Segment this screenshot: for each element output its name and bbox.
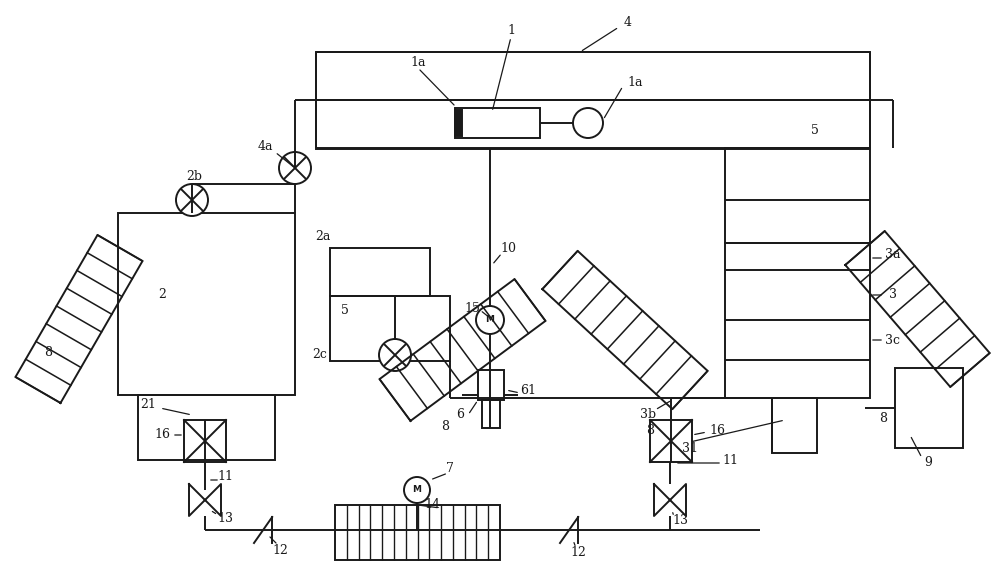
Text: 5: 5: [341, 304, 349, 317]
Text: 2: 2: [158, 289, 166, 301]
Text: 6: 6: [456, 409, 464, 422]
Text: 16: 16: [154, 429, 170, 441]
Text: 2b: 2b: [186, 170, 202, 182]
Text: 14: 14: [424, 498, 440, 511]
Text: 1a: 1a: [410, 55, 426, 68]
Text: 12: 12: [570, 546, 586, 560]
Text: 7: 7: [446, 462, 454, 475]
Text: 13: 13: [217, 511, 233, 525]
Text: 31: 31: [682, 441, 698, 455]
Text: 11: 11: [217, 470, 233, 483]
Bar: [118, 213, 295, 395]
Bar: [330, 296, 450, 361]
Text: 5: 5: [811, 124, 819, 136]
Text: 3a: 3a: [885, 248, 901, 262]
Bar: [650, 420, 692, 462]
Text: M: M: [413, 486, 422, 494]
Text: M: M: [486, 315, 494, 325]
Text: 61: 61: [520, 384, 536, 396]
Text: 3: 3: [889, 289, 897, 301]
Circle shape: [404, 477, 430, 503]
Bar: [330, 248, 430, 296]
Text: 4a: 4a: [257, 141, 273, 153]
Text: 2a: 2a: [315, 230, 331, 244]
Text: 12: 12: [272, 543, 288, 557]
Bar: [482, 400, 500, 428]
Text: 8: 8: [44, 346, 52, 359]
Bar: [335, 505, 500, 560]
Text: 3c: 3c: [886, 333, 900, 346]
Text: 13: 13: [672, 514, 688, 526]
Circle shape: [176, 184, 208, 216]
Bar: [895, 368, 963, 448]
Bar: [725, 243, 870, 398]
Text: 3b: 3b: [640, 409, 656, 422]
Bar: [184, 420, 226, 462]
Circle shape: [279, 152, 311, 184]
Circle shape: [476, 306, 504, 334]
Text: 10: 10: [500, 241, 516, 255]
Bar: [478, 370, 504, 400]
Bar: [316, 52, 870, 149]
Text: 8: 8: [879, 412, 887, 424]
Bar: [455, 108, 540, 138]
Text: 21: 21: [140, 399, 156, 412]
Text: 8: 8: [646, 423, 654, 437]
Text: 1a: 1a: [627, 76, 643, 89]
Text: 9: 9: [924, 455, 932, 469]
Bar: [455, 110, 462, 136]
Bar: [772, 398, 817, 453]
Text: 2c: 2c: [313, 349, 327, 361]
Text: 8: 8: [441, 420, 449, 434]
Circle shape: [379, 339, 411, 371]
Text: 4: 4: [624, 16, 632, 29]
Text: 11: 11: [722, 454, 738, 466]
Text: 1: 1: [507, 23, 515, 37]
Bar: [725, 148, 870, 243]
Circle shape: [573, 108, 603, 138]
Bar: [138, 395, 275, 460]
Text: 15: 15: [464, 301, 480, 314]
Text: 16: 16: [709, 423, 725, 437]
